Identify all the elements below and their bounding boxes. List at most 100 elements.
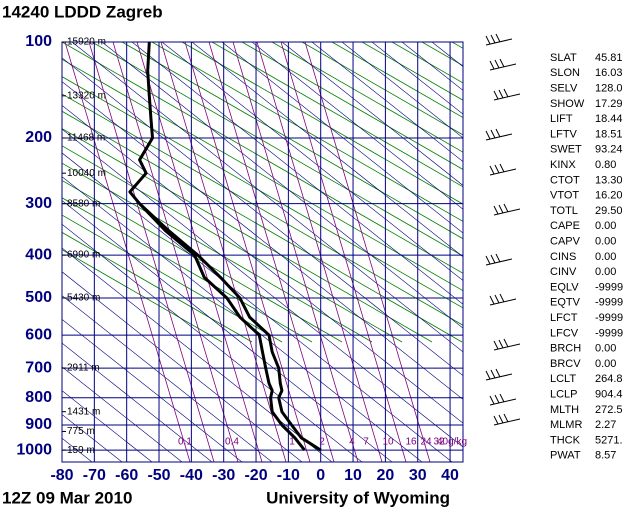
x-tick-label: 40: [441, 467, 459, 484]
isotherm-skew: [131, 42, 463, 305]
profile-line: [128, 41, 322, 452]
wind-barb: [485, 130, 491, 140]
mixing-ratio-line: [232, 42, 359, 462]
wind-barb: [489, 168, 517, 176]
index-value: -9999: [595, 327, 623, 339]
x-tick-label: 20: [376, 467, 394, 484]
dry-adiabat: [62, 249, 223, 343]
isotherm-skew: [62, 318, 243, 462]
wind-barb: [499, 58, 505, 68]
index-name: MLTH: [550, 404, 579, 416]
isotherm-skew: [161, 42, 463, 281]
mixing-ratio-line: [88, 42, 215, 462]
index-value: 13.30: [595, 174, 623, 186]
dry-adiabat: [62, 162, 373, 343]
y-tick-label: 100: [25, 33, 52, 50]
wind-barb: [495, 33, 501, 43]
wind-barb: [485, 258, 513, 266]
index-name: KINX: [550, 159, 576, 171]
index-value: 2.27: [595, 419, 616, 431]
x-tick-label: -60: [115, 467, 138, 484]
mixing-ratio-label: 1: [289, 437, 295, 448]
index-value: 0.80: [595, 159, 616, 171]
index-name: PWAT: [550, 450, 581, 462]
wind-barb: [503, 203, 509, 213]
x-tick-label: -20: [244, 467, 267, 484]
wind-barb: [495, 253, 501, 263]
x-tick-label: -80: [50, 467, 73, 484]
dry-adiabat: [62, 42, 463, 274]
index-value: 0.00: [595, 236, 616, 248]
wind-barb: [498, 414, 504, 424]
dry-adiabat: [151, 42, 463, 222]
wind-barb: [489, 298, 517, 306]
index-value: -9999: [595, 312, 623, 324]
isotherm-skew: [62, 390, 153, 462]
height-label: 5430 m: [67, 293, 100, 304]
wind-barb: [493, 90, 499, 100]
wind-barb: [493, 208, 521, 216]
isotherm-skew: [371, 42, 463, 115]
dry-adiabat: [62, 197, 313, 343]
index-value: 272.5: [595, 404, 623, 416]
footer-right: University of Wyoming: [266, 488, 450, 507]
wind-barb: [489, 60, 495, 70]
height-label: 13320 m: [67, 90, 106, 101]
index-name: SLON: [550, 67, 580, 79]
isotherm-skew: [191, 42, 463, 258]
index-value: 0.00: [595, 266, 616, 278]
index-value: 264.8: [595, 373, 623, 385]
index-name: SWET: [550, 144, 582, 156]
y-tick-label: 1000: [16, 441, 52, 458]
dry-adiabat: [331, 42, 463, 119]
index-name: BRCV: [550, 358, 581, 370]
mixing-ratio-label: 2: [319, 437, 325, 448]
index-value: 904.4: [595, 389, 623, 401]
mixing-ratio-label: 0.4: [225, 437, 239, 448]
isotherm-skew: [62, 105, 463, 424]
wind-barb: [498, 89, 504, 99]
mixing-ratio-label: 7: [363, 437, 369, 448]
index-value: 16.20: [595, 190, 623, 202]
isotherm-skew: [311, 42, 463, 163]
index-value: 0.00: [595, 220, 616, 232]
x-tick-label: -30: [212, 467, 235, 484]
wind-barb: [485, 370, 491, 380]
isotherm-skew: [62, 247, 333, 462]
index-name: LIFT: [550, 113, 573, 125]
wind-barb: [490, 254, 496, 264]
dry-adiabat: [301, 42, 463, 136]
index-name: VTOT: [550, 190, 579, 202]
mixing-ratio-label: 40g/kg: [437, 437, 467, 448]
isotherm-skew: [281, 42, 463, 186]
index-name: SLAT: [550, 52, 577, 64]
wind-barb: [485, 38, 513, 46]
height-label: 8580 m: [67, 198, 100, 209]
x-tick-label: -50: [147, 467, 170, 484]
mixing-ratio-line: [64, 42, 191, 462]
dry-adiabat: [62, 145, 403, 343]
index-name: SELV: [550, 83, 578, 95]
index-value: 18.44: [595, 113, 623, 125]
isotherm-skew: [62, 342, 213, 462]
wind-barb: [485, 373, 513, 381]
isotherm-skew: [62, 414, 123, 462]
y-tick-label: 200: [25, 129, 52, 146]
dry-adiabat: [62, 110, 463, 343]
wind-barb: [489, 395, 495, 405]
wind-barb: [493, 340, 499, 350]
wind-barb: [490, 369, 496, 379]
wind-barb: [490, 34, 496, 44]
wind-barb: [494, 59, 500, 69]
index-value: 45.81: [595, 52, 623, 64]
index-name: LFTV: [550, 128, 578, 140]
wind-barb: [490, 129, 496, 139]
index-name: TOTL: [550, 205, 578, 217]
dry-adiabat: [361, 42, 463, 101]
x-tick-label: 30: [409, 467, 427, 484]
dry-adiabat: [241, 42, 463, 170]
mixing-ratio-line: [208, 42, 335, 462]
index-name: LCLT: [550, 373, 576, 385]
wind-barb: [485, 35, 491, 45]
